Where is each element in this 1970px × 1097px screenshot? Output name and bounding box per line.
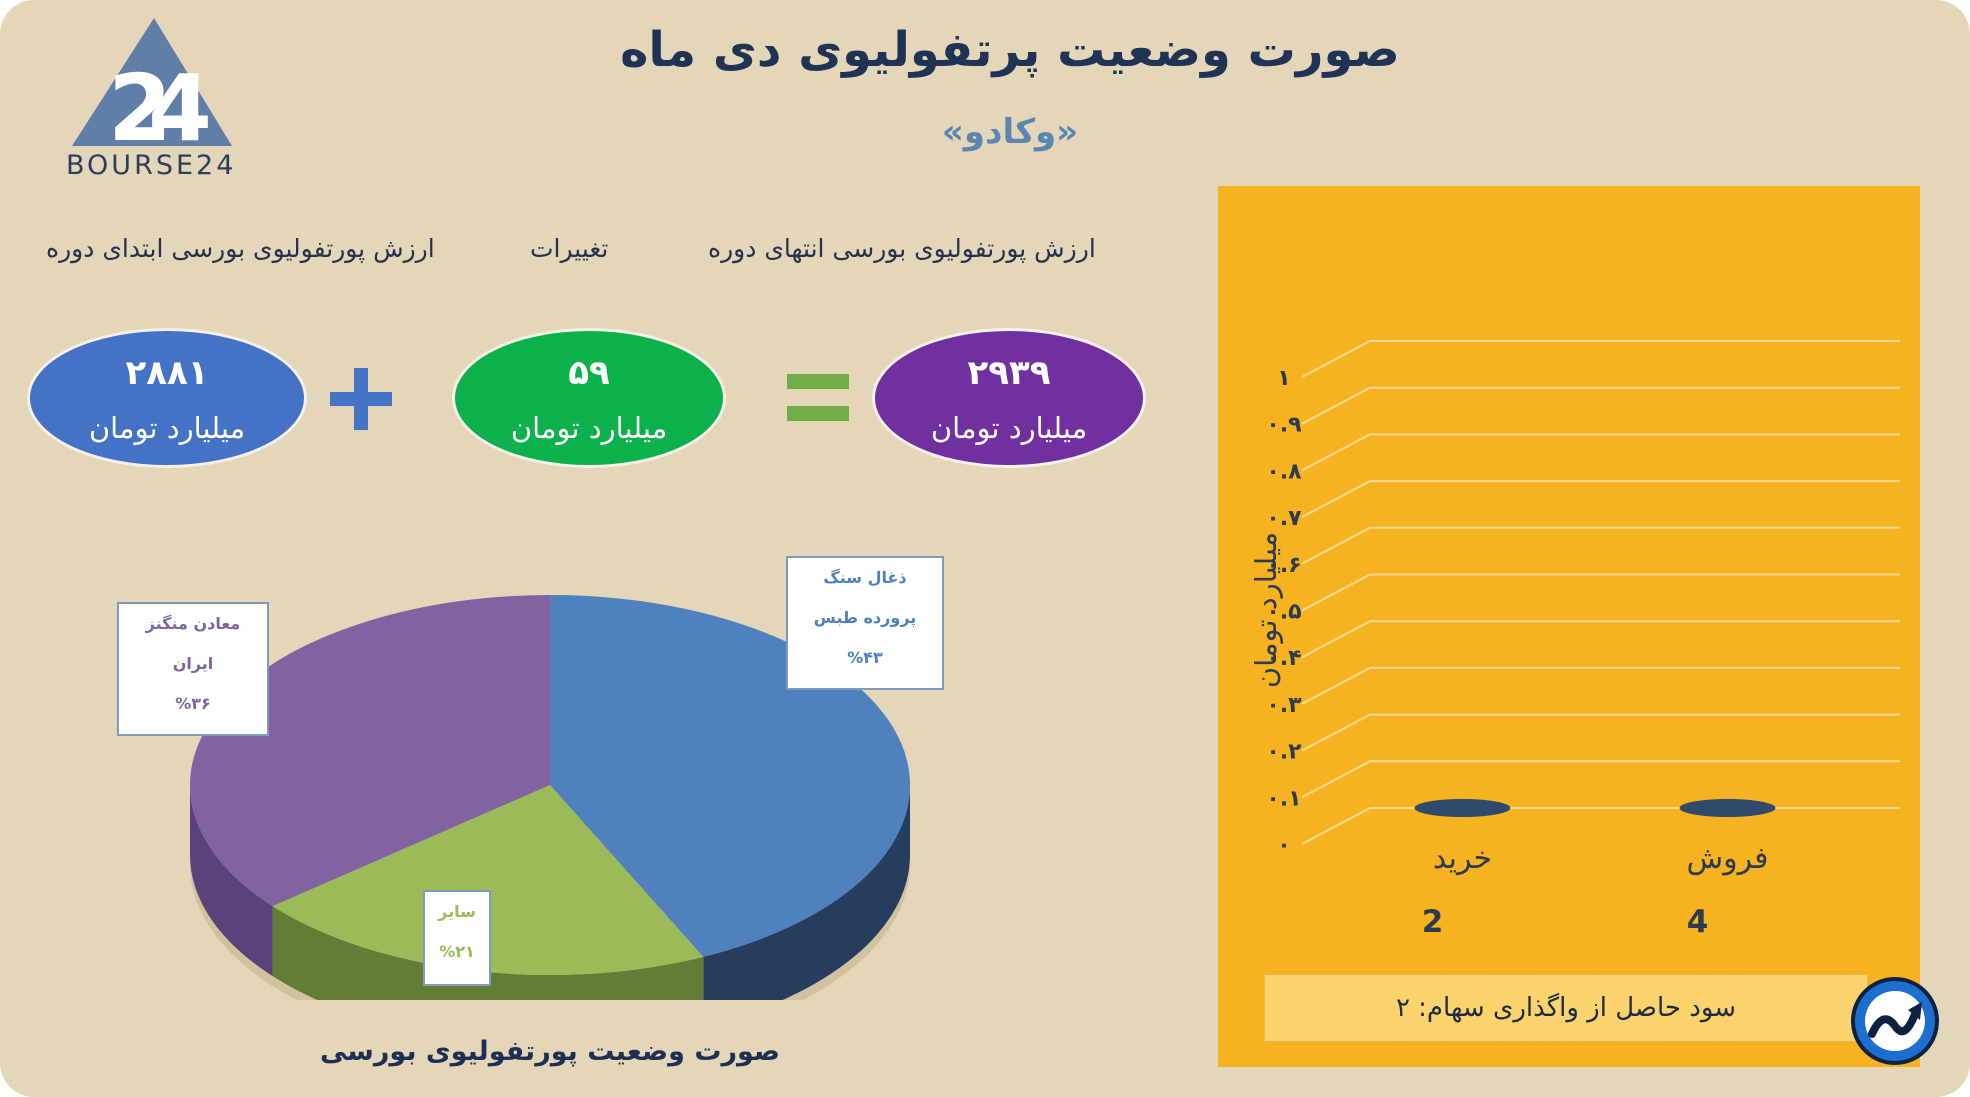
y-tick-label: ۰.۳ [1266,693,1302,718]
bar-top-0 [1414,799,1511,817]
end-value: ۲۹۳۹ [967,353,1051,393]
y-tick-label: ۰ [1277,833,1290,858]
bar-top-1 [1679,799,1776,817]
change-label: تغییرات [530,234,609,263]
x-category-label: خرید [1433,841,1492,876]
start-unit: میلیارد تومان [88,411,246,445]
change-value-bubble: ۵۹ میلیارد تومان [452,328,726,468]
y-gridline [1301,713,1900,752]
y-gridline [1301,340,1900,378]
end-value-label: ارزش پورتفولیوی بورسی انتهای دوره [708,234,1096,263]
y-gridline [1301,433,1900,472]
pie-side-0 [703,785,910,1000]
pie-side-2 [190,785,273,977]
y-tick-label: ۰.۷ [1266,506,1302,531]
pie-slice-2 [189,595,551,907]
y-gridline [1301,807,1900,845]
y-gridline [1301,386,1900,425]
svg-text:4: 4 [148,55,212,162]
y-gridline [1301,573,1900,612]
y-tick-label: ۰.۶ [1266,553,1301,578]
y-tick-label: ۰.۱ [1266,786,1301,811]
svg-text:2: 2 [108,55,172,162]
page-subtitle: «وکادو» [941,112,1079,152]
y-tick-label: ۰.۲ [1266,740,1302,765]
start-value-bubble: ۲۸۸۱ میلیارد تومان [27,328,307,468]
y-gridline [1301,760,1900,799]
start-value: ۲۸۸۱ [125,353,209,393]
trend-arrow-icon [1851,977,1939,1065]
bourse24-logo: 2 4 [72,18,232,162]
y-gridline [1301,480,1900,518]
y-tick-label: ۰.۹ [1266,413,1301,438]
y-tick-label: ۰.۵ [1266,600,1301,625]
y-gridline [1301,666,1900,705]
logo-text: BOURSE24 [66,150,237,181]
pie-side-1 [272,906,704,1000]
pie-chart-title: صورت وضعیت پورتفولیوی بورسی [319,1036,781,1067]
pie-label-coal: ذغال سنگ پرورده طبس %۴۳ [786,556,944,690]
pie-slice-1 [272,785,704,975]
end-value-bubble: ۲۹۳۹ میلیارد تومان [872,328,1146,468]
plus-icon [330,368,392,430]
category-count: 2 [1422,904,1444,940]
y-tick-label: ۱ [1277,366,1290,391]
profit-box: سود حاصل از واگذاری سهام: ۲ [1264,974,1868,1042]
trades-bar-chart: ۰ ۰.۱ ۰.۲ ۰.۳ ۰.۴ ۰.۵ ۰.۶ ۰.۷ ۰.۸ ۰.۹ ۱ میلیارد توم… [1249,340,1900,940]
page-title: صورت وضعیت پرتفولیوی دی ماه [620,22,1400,78]
end-unit: میلیارد تومان [930,411,1088,445]
category-count: 4 [1687,904,1709,940]
start-value-label: ارزش پورتفولیوی بورسی ابتدای دوره [46,234,435,263]
y-tick-label: ۰.۴ [1266,646,1301,671]
y-gridline [1301,620,1900,659]
pie-label-other: سایر %۲۱ [423,890,491,986]
x-category-label: فروش [1686,841,1768,876]
change-unit: میلیارد تومان [510,411,668,445]
pie-label-manganese: معادن منگنز ایران %۳۶ [117,602,269,736]
change-value: ۵۹ [568,353,610,393]
y-axis-label: میلیارد تومان [1249,532,1283,688]
y-tick-label: ۰.۸ [1266,459,1302,484]
y-gridline [1301,526,1900,565]
trades-panel: ۰ ۰.۱ ۰.۲ ۰.۳ ۰.۴ ۰.۵ ۰.۶ ۰.۷ ۰.۸ ۰.۹ ۱ میلیارد توم… [1218,186,1920,1067]
equals-icon [787,374,849,421]
